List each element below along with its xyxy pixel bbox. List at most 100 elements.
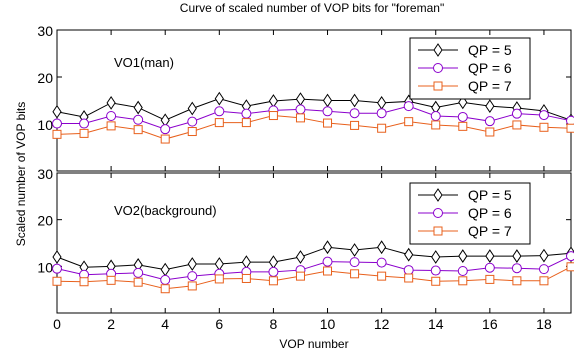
legend-entry: QP = 6 — [418, 60, 512, 76]
data-point — [295, 271, 305, 281]
x-tick-label: 14 — [428, 316, 444, 332]
data-point — [241, 273, 251, 283]
plot-area-frame — [56, 172, 572, 314]
data-point — [539, 276, 549, 286]
legend-swatch-marker — [433, 188, 443, 202]
panels: 10 20 30 VO1(man) QP = 5 QP = 6 QP = 7 10 20 30 0 2… — [37, 23, 574, 332]
data-point — [566, 123, 574, 133]
data-point — [52, 250, 62, 264]
legend-entry: QP = 5 — [418, 187, 512, 203]
data-point — [133, 114, 144, 125]
data-point — [268, 266, 279, 277]
data-point — [295, 113, 305, 123]
data-point — [458, 249, 468, 263]
data-point — [349, 108, 360, 119]
data-point — [52, 104, 62, 119]
data-point — [511, 263, 522, 274]
data-point — [160, 262, 170, 277]
legend-label: QP = 7 — [468, 78, 512, 94]
data-point — [512, 249, 522, 263]
data-point — [431, 276, 441, 286]
data-point — [485, 274, 495, 284]
y-tick-label: 30 — [37, 23, 53, 39]
legend-label: QP = 5 — [468, 187, 512, 203]
data-point — [187, 101, 197, 116]
y-axis-label: Scaled number of VOP bits — [14, 102, 28, 247]
data-point — [160, 274, 171, 285]
data-point — [349, 93, 360, 108]
data-point — [322, 256, 333, 267]
legend-swatch-marker — [433, 81, 443, 91]
data-point — [106, 121, 116, 131]
series-circle — [52, 101, 574, 135]
series-diamond — [52, 240, 574, 277]
legend-label: QP = 6 — [468, 205, 512, 221]
legend-entry: QP = 7 — [418, 78, 512, 94]
legend: QP = 5 QP = 6 QP = 7 — [409, 182, 531, 245]
panel-label: VO1(man) — [114, 55, 174, 70]
data-point — [458, 276, 468, 286]
legend-label: QP = 7 — [468, 223, 512, 239]
data-point — [52, 276, 62, 286]
y-tick-label: 20 — [37, 70, 53, 86]
data-point — [133, 277, 143, 287]
panel-2: 10 20 30 0 2 4 6 8 10 12 14 16 18 VO2(background) QP =… — [37, 166, 574, 332]
legend-swatch-marker — [433, 63, 443, 73]
data-point — [214, 118, 224, 128]
legend-swatch-marker — [433, 226, 443, 236]
data-point — [106, 95, 116, 110]
x-tick-label: 12 — [374, 316, 390, 332]
data-point — [376, 257, 387, 268]
data-point — [52, 118, 62, 129]
data-point — [377, 123, 387, 133]
series-circle — [52, 251, 574, 285]
data-point — [404, 247, 414, 262]
data-point — [403, 265, 414, 276]
legend-swatch-marker — [433, 208, 443, 218]
legend-label: QP = 6 — [468, 60, 512, 76]
y-tick-label: 10 — [37, 259, 53, 275]
legend: QP = 5 QP = 6 QP = 7 — [409, 37, 531, 100]
panel-1: 10 20 30 VO1(man) QP = 5 QP = 6 QP = 7 — [37, 23, 574, 172]
data-point — [79, 118, 90, 129]
data-point — [160, 134, 170, 144]
y-tick-label: 30 — [37, 166, 53, 182]
data-point — [160, 124, 171, 135]
panel-label: VO2(background) — [114, 203, 217, 218]
x-tick-label: 2 — [107, 316, 115, 332]
data-point — [404, 273, 414, 283]
series-line — [56, 98, 572, 121]
data-point — [484, 116, 495, 127]
legend-entry: QP = 7 — [418, 223, 512, 239]
data-point — [241, 255, 251, 270]
data-point — [214, 274, 224, 284]
x-tick-label: 6 — [215, 316, 223, 332]
data-point — [106, 111, 117, 122]
data-point — [322, 93, 333, 108]
data-point — [187, 281, 197, 291]
x-tick-label: 18 — [536, 316, 552, 332]
series-square — [52, 111, 574, 144]
x-tick-label: 10 — [320, 316, 336, 332]
x-axis-label: VOP number — [279, 337, 348, 351]
data-point — [322, 240, 333, 255]
x-tick-label: 16 — [482, 316, 498, 332]
data-point — [214, 257, 224, 271]
y-tick-label: 10 — [37, 117, 53, 133]
data-point — [377, 95, 387, 110]
data-point — [430, 111, 441, 122]
data-point — [376, 108, 387, 119]
data-point — [404, 117, 414, 127]
legend-label: QP = 5 — [468, 42, 512, 58]
data-point — [187, 116, 198, 127]
data-point — [268, 94, 279, 108]
data-point — [457, 111, 468, 122]
data-point — [187, 271, 198, 282]
data-point — [349, 257, 360, 268]
data-point — [511, 108, 522, 119]
data-point — [52, 129, 62, 139]
data-point — [241, 118, 251, 128]
data-point — [350, 120, 360, 130]
data-point — [52, 263, 62, 274]
